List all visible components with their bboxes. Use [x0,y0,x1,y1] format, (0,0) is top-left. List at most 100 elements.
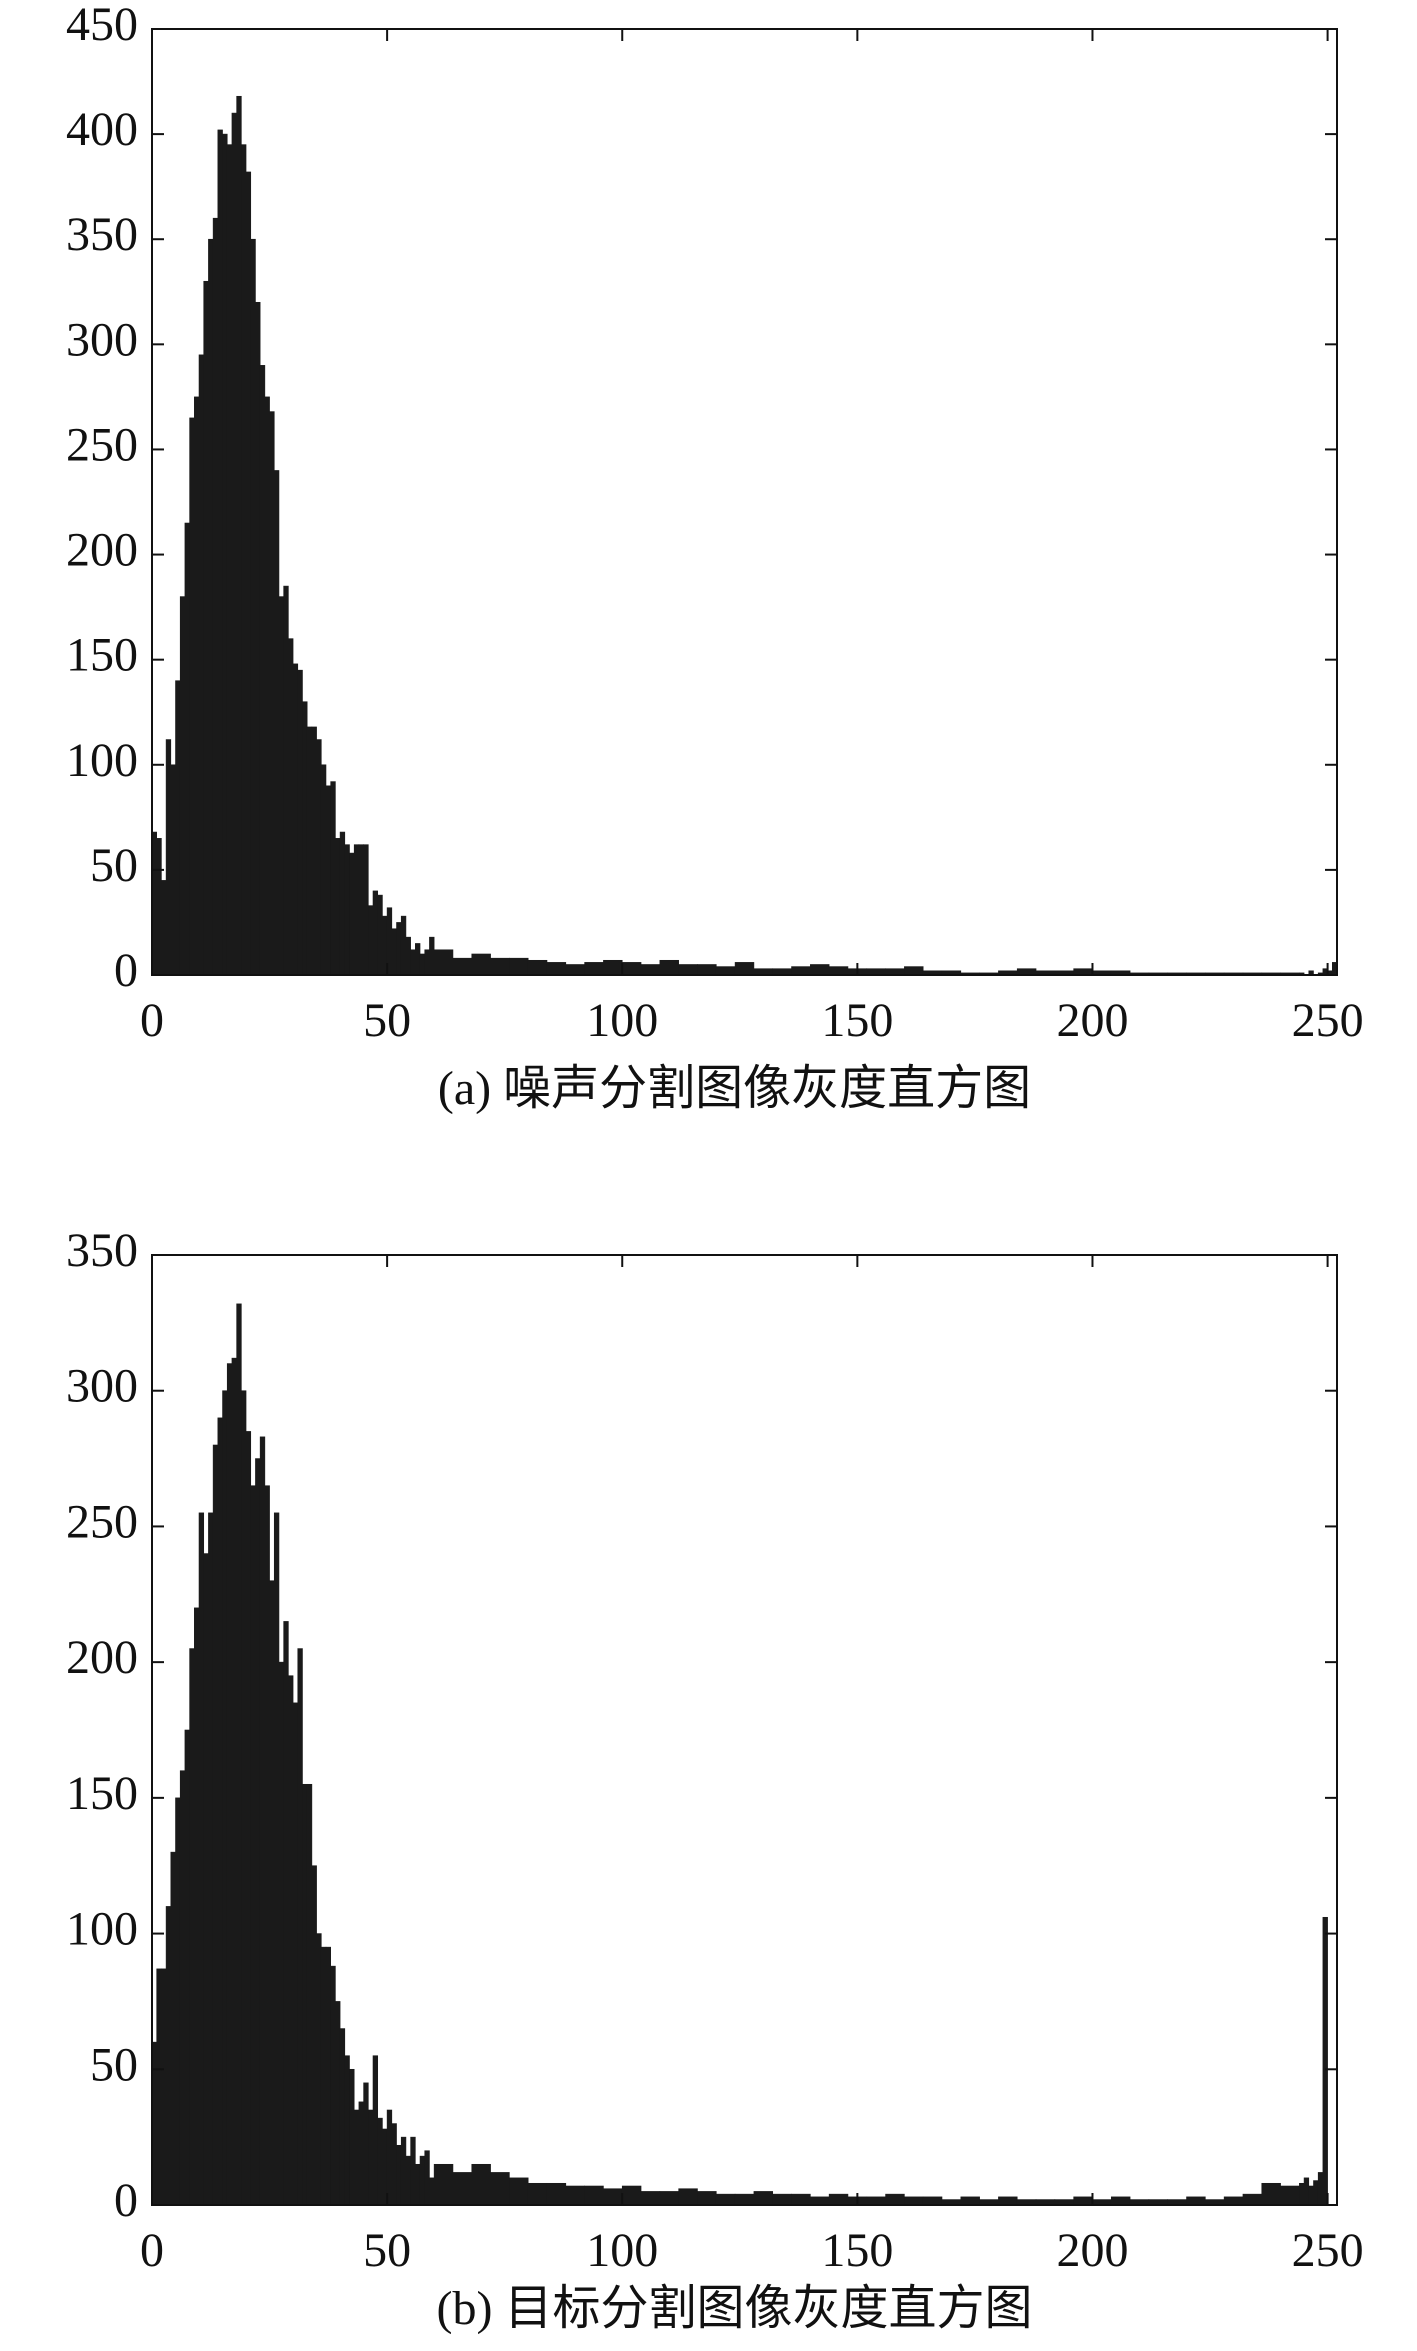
histogram-bar [278,596,284,976]
histogram-bar [603,2188,623,2206]
histogram-bar [358,2101,364,2206]
histogram-bar [194,396,200,976]
histogram-bar [358,844,364,976]
histogram-bar [231,112,237,976]
histogram-bar [565,964,585,976]
histogram-bar [316,1933,322,2206]
histogram-bar [621,962,642,976]
histogram-bar [189,1648,195,2206]
histogram-bar [302,1783,308,2206]
histogram-bar [546,2182,567,2206]
histogram-bar [405,936,411,976]
y-tick-label: 450 [66,0,138,51]
histogram-bar [377,2117,383,2206]
histogram-bar [363,844,369,976]
y-tick-label: 200 [66,524,138,577]
histogram-bar [170,764,176,976]
histogram-bar [584,962,604,976]
histogram-bar [400,915,407,976]
histogram-bar [259,365,266,976]
histogram-bar [184,1729,190,2206]
histogram-bar [241,144,247,976]
histogram-bar [1242,2193,1263,2206]
histogram-bar [368,905,374,976]
histogram-bar [715,2193,736,2206]
histogram-bar [208,1512,214,2206]
y-tick-label: 50 [90,839,138,892]
histogram-bar [490,957,510,976]
x-tick-label: 200 [1056,994,1128,1047]
histogram-bar [697,2191,717,2206]
y-tick-label: 400 [66,103,138,156]
histogram-bar [264,396,270,976]
histogram-bar [1186,2196,1206,2206]
histogram-bar [734,2193,755,2206]
histogram-bar [222,1390,228,2206]
histogram-bar [184,522,190,976]
histogram-bar [320,1946,327,2206]
histogram-bar [250,238,256,976]
histogram-bar [396,922,402,976]
histogram-bar [415,2163,421,2206]
histogram-bar [424,2150,430,2206]
histogram-bar [828,2193,849,2206]
histogram-bar [306,726,313,976]
histogram-bar [170,1851,176,2206]
histogram-bar [1223,2196,1244,2206]
histogram-bar [1303,2177,1310,2206]
histogram-bar [419,953,426,976]
y-tick-label: 100 [66,1903,138,1956]
x-tick-label: 150 [821,994,893,1047]
histogram-bar [1313,2180,1319,2206]
y-tick-label: 50 [90,2038,138,2091]
histogram-bar [255,301,261,976]
histogram-bar [156,838,162,976]
histogram-bar [904,2196,924,2206]
histogram-bar [189,417,195,976]
histogram-bar [344,2055,350,2206]
x-tick-label: 100 [586,994,658,1047]
histogram-bar [203,1553,209,2206]
histogram-bar [269,1580,275,2206]
histogram-bar [353,2109,360,2206]
histogram-bar [179,596,186,976]
histogram-bar [753,2191,774,2206]
histogram-bar [697,964,717,976]
histogram-bar [288,1675,294,2206]
histogram-bar [283,585,289,976]
histogram-bar [715,966,736,976]
y-tick-label: 150 [66,1767,138,1820]
histogram-bar [391,2123,397,2206]
histogram-bar [335,838,341,976]
histogram-bar [363,2082,369,2206]
histogram-bar [250,1485,256,2206]
histogram-bar [236,95,242,976]
histogram-bar [429,2177,435,2206]
histogram-bar [960,2196,980,2206]
histogram-bar [198,354,205,976]
histogram-bar [311,1865,317,2206]
histogram-bar [509,957,529,976]
histogram-bar [175,1797,181,2206]
histogram-bar [245,171,252,976]
histogram-bar [175,680,181,976]
histogram-bar [297,1648,303,2206]
histogram-bar [349,852,355,976]
histogram-bar [678,2188,698,2206]
histogram-bar [273,1512,280,2206]
histogram-bar [565,2185,585,2206]
histogram-bar [433,949,454,976]
histogram-bar [269,411,275,976]
histogram-bar [490,2172,510,2206]
histogram-bar [372,890,379,976]
histogram-bar [161,1968,167,2206]
histogram-bar [584,2185,604,2206]
histogram-bar [236,1303,242,2206]
histogram-bar [396,2144,402,2206]
histogram-bar [368,2109,374,2206]
histogram-bar [678,964,698,976]
histogram-bar [264,1485,270,2206]
histogram-bar [471,953,491,976]
histogram-bar [452,957,473,976]
